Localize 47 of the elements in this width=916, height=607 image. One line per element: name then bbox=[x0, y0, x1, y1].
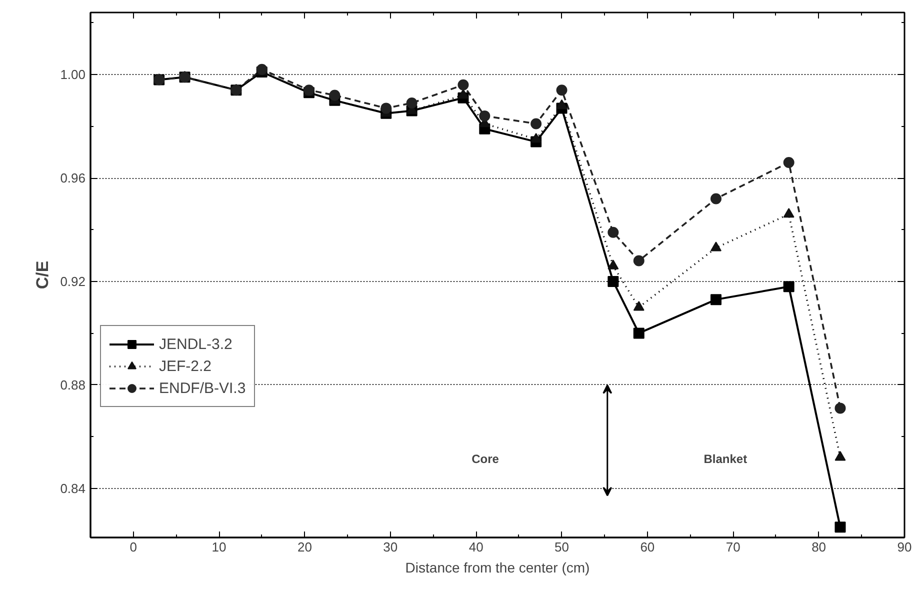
point bbox=[633, 301, 644, 311]
point bbox=[556, 99, 568, 109]
point bbox=[458, 79, 469, 90]
point bbox=[834, 522, 846, 533]
point bbox=[458, 88, 469, 99]
x-tick-label: 30 bbox=[383, 540, 398, 554]
y-tick-label: 0.96 bbox=[60, 170, 86, 186]
point bbox=[556, 84, 568, 96]
x-tick-label: 10 bbox=[212, 540, 226, 554]
point bbox=[406, 98, 418, 109]
x-tick-label: 70 bbox=[726, 540, 740, 554]
point bbox=[710, 294, 722, 306]
point bbox=[834, 402, 846, 414]
point bbox=[834, 451, 846, 461]
point bbox=[710, 193, 722, 204]
point bbox=[608, 226, 619, 238]
point bbox=[710, 242, 722, 252]
y-tick-label: 1.00 bbox=[60, 67, 86, 82]
point bbox=[633, 328, 644, 339]
legend-label: JEF-2.2 bbox=[159, 358, 212, 374]
point bbox=[783, 281, 794, 292]
point bbox=[608, 276, 619, 287]
x-tick-label: 50 bbox=[554, 540, 569, 554]
annotation: Core bbox=[472, 452, 500, 466]
point bbox=[633, 255, 644, 266]
x-tick-label: 80 bbox=[812, 540, 826, 554]
x-tick-label: 0 bbox=[130, 540, 137, 554]
y-tick-label: 0.88 bbox=[60, 377, 86, 392]
x-tick-label: 60 bbox=[640, 540, 655, 554]
y-axis-title: C/E bbox=[33, 260, 52, 290]
point bbox=[479, 110, 490, 122]
point bbox=[380, 102, 392, 114]
legend-label: JENDL-3.2 bbox=[159, 336, 232, 352]
x-axis-title: Distance from the center (cm) bbox=[405, 560, 590, 576]
point bbox=[329, 90, 340, 101]
point bbox=[530, 118, 542, 130]
x-tick-label: 90 bbox=[897, 540, 912, 554]
annotation: Blanket bbox=[704, 452, 748, 466]
legend-label: ENDF/B-VI.3 bbox=[159, 380, 246, 396]
x-tick-label: 40 bbox=[468, 540, 484, 554]
y-tick-label: 0.84 bbox=[60, 480, 86, 496]
x-tick-label: 20 bbox=[297, 540, 312, 554]
point bbox=[608, 260, 619, 270]
point bbox=[530, 132, 542, 143]
y-tick-label: 0.92 bbox=[60, 274, 86, 289]
point bbox=[783, 157, 794, 168]
point bbox=[783, 208, 794, 218]
